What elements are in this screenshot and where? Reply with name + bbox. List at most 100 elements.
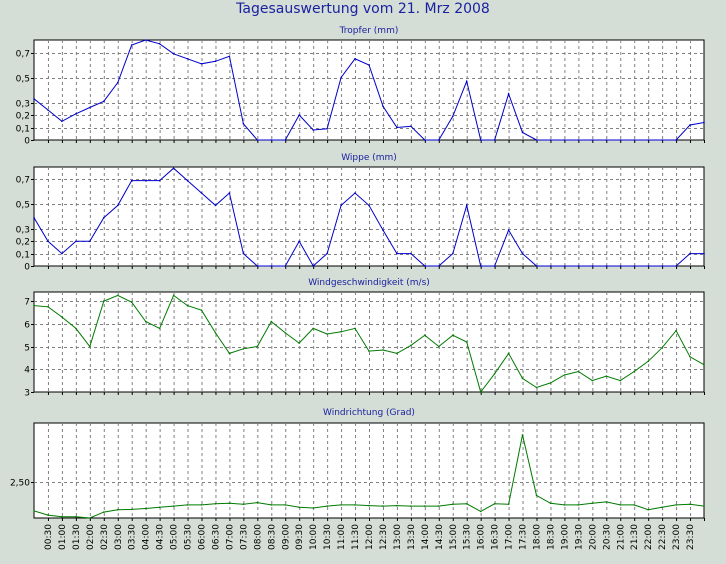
data-point — [549, 382, 552, 384]
data-point — [144, 507, 147, 510]
data-point — [549, 265, 552, 267]
data-point — [368, 64, 370, 66]
y-tick-label: 6 — [24, 321, 30, 331]
data-point — [591, 379, 594, 382]
data-point — [340, 76, 342, 79]
data-point — [172, 294, 175, 297]
data-point — [605, 501, 608, 503]
data-point — [563, 504, 566, 506]
data-point — [438, 139, 440, 141]
data-point — [130, 508, 133, 511]
data-point — [256, 345, 259, 348]
data-point — [103, 300, 105, 302]
y-tick-label: 0 — [24, 263, 30, 273]
data-point — [354, 58, 356, 60]
data-point — [675, 265, 677, 267]
panel-title-3: Windgeschwindigkeit (m/s) — [308, 278, 430, 288]
data-point — [661, 139, 663, 141]
data-point — [535, 494, 538, 497]
data-point — [298, 506, 301, 509]
panel-title-2: Wippe (mm) — [341, 153, 397, 163]
x-tick-label: 12:00 — [365, 524, 375, 550]
data-point — [661, 506, 663, 509]
data-point — [284, 504, 287, 506]
data-point — [200, 192, 203, 194]
data-point — [605, 375, 608, 377]
data-point — [298, 342, 301, 344]
x-tick-label: 02:00 — [86, 524, 96, 550]
data-point — [312, 265, 315, 267]
data-point — [619, 139, 622, 141]
data-point — [228, 352, 231, 355]
y-tick-label: 0,2 — [16, 238, 30, 248]
data-point — [47, 240, 49, 243]
x-tick-label: 11:30 — [351, 524, 361, 550]
data-point — [242, 348, 245, 350]
data-point — [354, 192, 356, 194]
y-tick-label: 0,2 — [16, 112, 30, 122]
x-tick-label: 09:30 — [295, 524, 305, 550]
main-title: Tagesauswertung vom 21. Mrz 2008 — [236, 1, 490, 17]
x-tick-label: 02:30 — [100, 524, 110, 550]
data-point — [452, 252, 454, 255]
data-point — [186, 58, 189, 60]
data-point — [117, 294, 119, 297]
x-tick-label: 08:00 — [253, 524, 263, 550]
data-point — [465, 503, 468, 505]
data-point — [382, 105, 384, 108]
data-point — [368, 204, 370, 207]
data-point — [424, 139, 426, 141]
data-point — [284, 332, 287, 334]
data-point — [410, 344, 412, 347]
data-point — [368, 350, 370, 352]
x-tick-label: 23:30 — [686, 524, 696, 550]
data-point — [577, 370, 580, 373]
x-tick-label: 10:30 — [323, 524, 333, 550]
data-point — [117, 508, 119, 511]
data-point — [47, 514, 49, 516]
data-point — [144, 39, 147, 41]
data-point — [298, 240, 301, 243]
data-point — [703, 121, 705, 124]
data-point — [75, 113, 77, 115]
data-point — [89, 517, 91, 519]
x-tick-label: 12:30 — [379, 524, 389, 550]
data-point — [647, 139, 649, 141]
data-point — [549, 502, 552, 505]
x-tick-label: 03:00 — [114, 524, 124, 550]
data-point — [563, 374, 566, 376]
data-point — [33, 216, 35, 219]
data-point — [172, 167, 175, 169]
x-tick-label: 19:30 — [574, 524, 584, 550]
data-point — [89, 240, 91, 243]
x-tick-label: 20:30 — [602, 524, 612, 550]
x-tick-label: 10:00 — [309, 524, 319, 550]
data-point — [298, 114, 301, 116]
data-point — [214, 332, 217, 334]
data-point — [633, 265, 635, 267]
data-point — [633, 139, 635, 141]
data-point — [396, 126, 398, 129]
data-point — [689, 503, 691, 506]
data-point — [577, 139, 580, 141]
data-point — [103, 216, 105, 219]
data-point — [577, 265, 580, 267]
panel-title-1: Tropfer (mm) — [339, 26, 399, 36]
data-point — [312, 327, 315, 330]
data-point — [89, 106, 91, 109]
data-point — [507, 93, 510, 95]
data-point — [577, 504, 580, 506]
data-point — [284, 139, 287, 141]
data-point — [242, 503, 245, 506]
data-point — [186, 504, 189, 506]
x-tick-label: 03:30 — [128, 524, 138, 550]
data-point — [61, 252, 63, 255]
data-point — [424, 265, 426, 267]
data-point — [507, 503, 510, 506]
y-tick-label: 0,3 — [16, 226, 30, 236]
data-point — [312, 129, 315, 131]
data-point — [228, 55, 231, 58]
data-point — [33, 98, 35, 100]
data-point — [228, 192, 231, 194]
x-tick-label: 06:30 — [212, 524, 222, 550]
